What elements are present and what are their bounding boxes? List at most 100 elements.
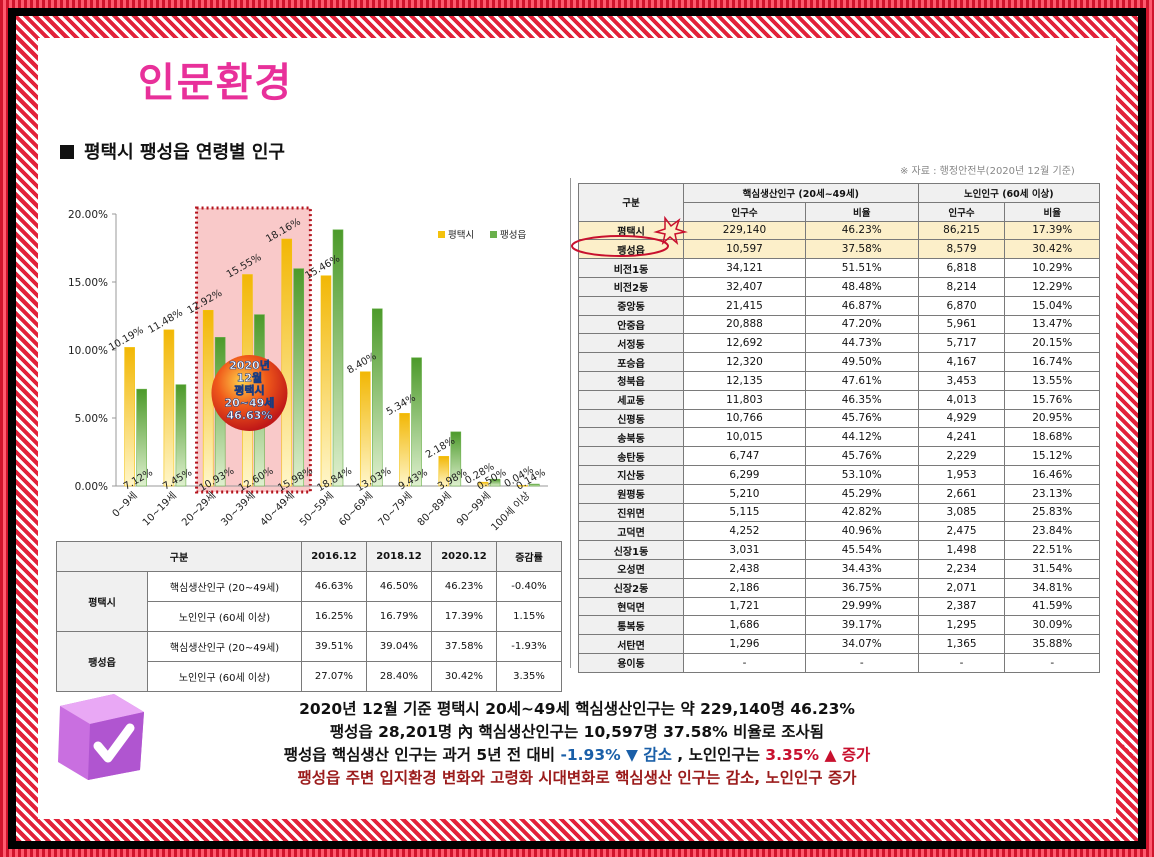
value-cell: 21,415 (683, 295, 806, 316)
table-header-group: 구분 (578, 183, 684, 222)
star-mark-icon (653, 215, 688, 246)
value-cell: 1,296 (683, 634, 806, 654)
trend-value-cell: 39.04% (366, 631, 432, 662)
table-row: 고덕면 4,252 40.96% 2,475 23.84% (578, 521, 1100, 542)
value-cell: 5,115 (683, 502, 806, 523)
trend-header-category: 구분 (56, 541, 302, 572)
district-name-cell: 신장1동 (578, 540, 684, 560)
value-cell: 11,803 (683, 389, 806, 410)
value-cell: 46.87% (804, 295, 919, 316)
value-cell: 5,717 (917, 333, 1006, 354)
checkmark-box-icon (58, 694, 144, 780)
value-cell: 36.75% (804, 577, 919, 598)
value-cell: 12,320 (683, 352, 806, 372)
value-cell: 47.20% (804, 314, 919, 335)
table-row: 오성면 2,438 34.43% 2,234 31.54% (578, 558, 1100, 579)
bar-paengseong (136, 388, 147, 487)
bar-pyeongtaek (399, 413, 410, 487)
value-cell: 47.61% (804, 370, 919, 391)
trend-value-cell: 39.51% (301, 631, 367, 662)
value-cell: 34.07% (804, 634, 919, 654)
table-row: 신평동 10,766 45.76% 4,929 20.95% (578, 408, 1100, 429)
trend-value-cell: 27.07% (301, 661, 367, 692)
value-cell: 22.51% (1004, 540, 1100, 560)
callout-text: 평택시 (234, 383, 264, 397)
section-title: 평택시 팽성읍 연령별 인구 (60, 138, 285, 164)
x-tick-label: 50~59세 (297, 490, 336, 529)
value-cell: 3,031 (683, 540, 806, 560)
district-name-cell: 송북동 (578, 427, 684, 448)
trend-header-2020: 2020.12 (431, 541, 497, 572)
district-population-table: 구분 핵심생산인구 (20세~49세) 노인인구 (60세 이상) 인구수 비율… (578, 183, 1101, 673)
trend-metric-label: 노인인구 (60세 이상) (147, 601, 302, 632)
value-cell: 45.76% (804, 446, 919, 466)
summary-line-4: 팽성읍 주변 입지환경 변화와 고령화 시대변화로 핵심생산 인구는 감소, 노… (297, 769, 857, 787)
district-name-cell: 서정동 (578, 333, 684, 354)
district-name-cell: 비전1동 (578, 258, 684, 278)
section-title-text: 평택시 팽성읍 연령별 인구 (84, 142, 285, 163)
value-cell: 23.13% (1004, 483, 1100, 504)
value-cell: 31.54% (1004, 558, 1100, 579)
value-cell: - (804, 652, 919, 673)
value-cell: 30.42% (1004, 239, 1100, 260)
district-name-cell: 포승읍 (578, 352, 684, 372)
table-row: 중앙동 21,415 46.87% 6,870 15.04% (578, 295, 1100, 316)
value-cell: 2,229 (917, 446, 1006, 466)
trend-row: 노인인구 (60세 이상) 27.07% 28.40% 30.42% 3.35% (57, 661, 562, 692)
trend-value-cell: 16.25% (301, 601, 367, 632)
column-divider (570, 178, 571, 668)
x-tick-label: 30~39세 (219, 490, 258, 529)
value-cell: 17.39% (1004, 220, 1100, 241)
value-cell: 10,766 (683, 408, 806, 429)
summary-line-3-a: 팽성읍 핵심생산 인구는 과거 5년 전 대비 (283, 746, 561, 764)
value-cell: 1,721 (683, 596, 806, 617)
page-title: 인문환경 (138, 60, 294, 106)
value-cell: 13.55% (1004, 370, 1100, 391)
table-row: 신장2동 2,186 36.75% 2,071 34.81% (578, 577, 1100, 598)
y-tick-label: 20.00% (68, 209, 108, 221)
value-cell: 20.95% (1004, 408, 1100, 429)
value-cell: 49.50% (804, 352, 919, 372)
value-cell: 8,579 (917, 239, 1006, 260)
value-cell: 10,015 (683, 427, 806, 448)
population-trend-table: 구분 2016.12 2018.12 2020.12 증감률 평택시 핵심생산인구… (56, 541, 562, 692)
legend-label: 팽성읍 (500, 230, 526, 241)
value-cell: - (917, 652, 1006, 673)
circle-mark (571, 235, 669, 257)
value-cell: 46.23% (804, 220, 919, 241)
trend-value-cell: -1.93% (496, 631, 562, 662)
district-name-cell: 비전2동 (578, 276, 684, 297)
y-tick-label: 10.00% (68, 345, 108, 357)
value-cell: 29.99% (804, 596, 919, 617)
value-cell: 3,453 (917, 370, 1006, 391)
value-cell: - (1004, 652, 1100, 673)
value-cell: 13.47% (1004, 314, 1100, 335)
value-cell: 6,299 (683, 464, 806, 485)
value-cell: 1,498 (917, 540, 1006, 560)
bar-paengseong (489, 478, 501, 487)
value-cell: 12,135 (683, 370, 806, 391)
summary-increase: 3.35% ▲ 증가 (765, 746, 871, 764)
value-cell: 37.58% (804, 239, 919, 260)
table-row: 원평동 5,210 45.29% 2,661 23.13% (578, 483, 1100, 504)
value-cell: 229,140 (683, 220, 806, 241)
x-tick-label: 90~99세 (454, 490, 493, 529)
table-row: 용이동 - - - - (578, 652, 1100, 673)
trend-header-2016: 2016.12 (301, 541, 367, 572)
value-cell: 2,387 (917, 596, 1006, 617)
value-cell: 4,929 (917, 408, 1006, 429)
x-tick-label: 100세 이상 (489, 490, 533, 534)
value-cell: 2,475 (917, 521, 1006, 542)
slide-page: 인문환경 평택시 팽성읍 연령별 인구 ※ 자료 : 행정안전부(2020년 1… (38, 38, 1116, 819)
table-subheader-pop: 인구수 (917, 201, 1006, 222)
value-cell: 1,365 (917, 634, 1006, 654)
bar-paengseong (450, 431, 462, 487)
legend-label: 평택시 (448, 230, 474, 241)
trend-header-change: 증감률 (496, 541, 562, 572)
trend-row: 평택시 핵심생산인구 (20~49세) 46.63% 46.50% 46.23% -0.4… (56, 571, 562, 632)
x-tick-label: 80~89세 (415, 490, 454, 529)
x-tick-label: 40~49세 (258, 490, 297, 529)
value-cell: 15.04% (1004, 295, 1100, 316)
value-cell: 2,186 (683, 577, 806, 598)
bar-paengseong (371, 308, 383, 487)
